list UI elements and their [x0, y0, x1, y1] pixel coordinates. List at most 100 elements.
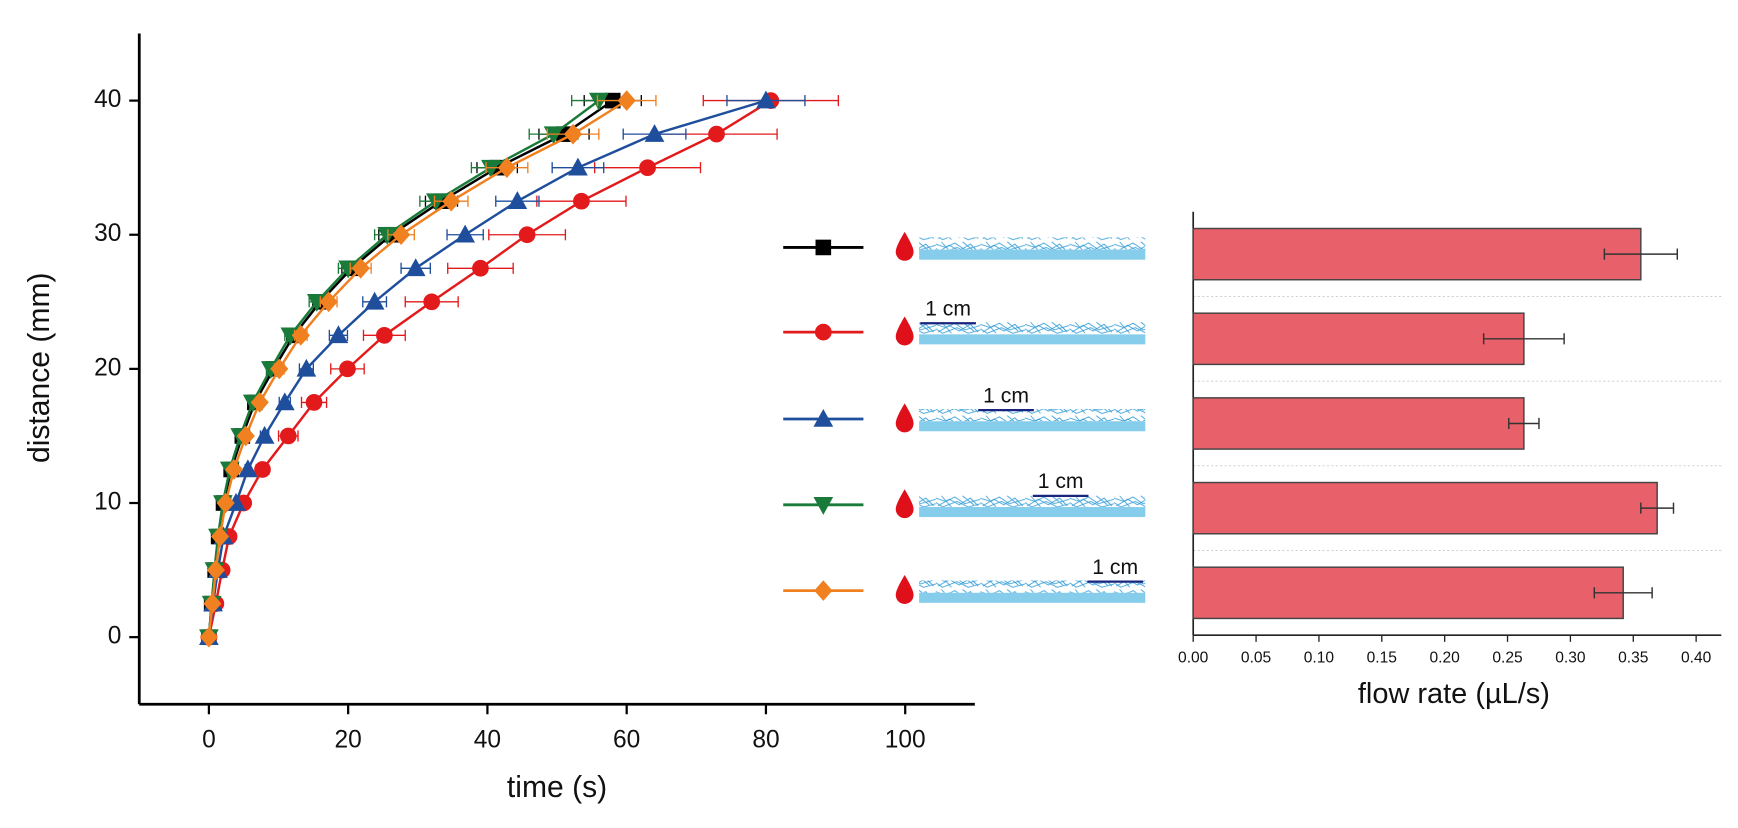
marker: [405, 258, 426, 277]
legend-strip-fiber: [919, 322, 1146, 335]
marker: [364, 291, 385, 310]
x-tick-label: 0.05: [1241, 650, 1272, 667]
x-tick-label: 40: [474, 726, 501, 753]
scale-bar-label: 1 cm: [1092, 556, 1138, 579]
marker: [203, 593, 222, 614]
marker: [270, 358, 289, 380]
legend-strip-base: [919, 421, 1146, 432]
error-bar: [1640, 502, 1675, 514]
marker: [756, 90, 776, 109]
error-bar: [1603, 248, 1679, 260]
scale-bar-label: 1 cm: [983, 384, 1029, 407]
x-tick-label: 0.00: [1178, 650, 1209, 667]
marker: [328, 325, 349, 344]
marker: [426, 193, 446, 212]
marker: [644, 124, 665, 142]
x-tick-label: 0.20: [1430, 650, 1461, 667]
legend-strip-base: [919, 334, 1146, 345]
legend-strip-fiber: [919, 408, 1146, 422]
legend-strip-fiber: [919, 237, 1146, 250]
marker: [543, 126, 564, 145]
y-axis-label: distance (mm): [23, 272, 56, 463]
x-tick-label: 0: [202, 726, 216, 753]
marker: [236, 425, 255, 447]
marker: [305, 394, 323, 411]
marker: [216, 492, 235, 514]
legend-drop: [895, 574, 914, 604]
marker: [351, 257, 370, 279]
y-tick-label: 0: [108, 623, 122, 650]
marker: [472, 259, 489, 277]
error-bar: [1593, 587, 1653, 599]
y-tick-label: 40: [94, 86, 121, 113]
marker: [250, 392, 269, 413]
marker: [206, 559, 225, 581]
legend-strip-fiber: [919, 494, 1146, 508]
error-bar: [1482, 333, 1565, 345]
legend-drop: [895, 316, 914, 346]
marker: [254, 461, 271, 478]
bar: [1192, 481, 1658, 535]
legend-strip-fiber: [919, 580, 1146, 593]
marker: [279, 427, 297, 445]
legend-strip-base: [919, 592, 1146, 603]
marker: [497, 157, 517, 178]
x-axis-label: time (s): [507, 771, 607, 804]
marker: [639, 159, 656, 177]
x-tick-label: 0.25: [1492, 650, 1523, 667]
x-tick-label: 20: [335, 726, 362, 753]
marker: [210, 526, 230, 547]
marker: [814, 323, 832, 341]
scale-bar-label: 1 cm: [925, 297, 971, 320]
marker: [617, 90, 636, 111]
scale-bar-label: 1 cm: [1038, 470, 1084, 493]
bar: [1192, 312, 1525, 366]
marker: [238, 459, 258, 478]
series-line: [207, 99, 772, 638]
series-line: [207, 99, 767, 638]
x-tick-label: 0.10: [1304, 650, 1335, 667]
legend-strip-base: [919, 249, 1146, 260]
x-tick-label: 100: [885, 726, 926, 753]
marker: [507, 191, 528, 210]
marker: [573, 192, 590, 210]
marker: [815, 239, 832, 256]
marker: [814, 580, 833, 601]
marker: [377, 226, 398, 245]
x-tick-label: 0.35: [1618, 650, 1649, 667]
marker: [339, 360, 356, 378]
marker: [455, 224, 475, 243]
legend-strip-base: [919, 507, 1146, 518]
x-tick-label: 0.40: [1681, 650, 1712, 667]
marker: [199, 626, 218, 648]
bar: [1192, 566, 1624, 620]
marker: [442, 190, 461, 212]
legend-drop: [895, 403, 914, 433]
x-tick-label: 0.15: [1367, 650, 1398, 667]
marker: [224, 459, 244, 480]
y-tick-label: 30: [94, 220, 121, 247]
x-tick-label: 0.30: [1555, 650, 1586, 667]
marker: [296, 358, 317, 377]
x-axis-label: flow rate (µL/s): [1358, 678, 1550, 710]
marker: [813, 408, 834, 427]
x-tick-label: 80: [752, 726, 779, 753]
legend-drop: [895, 489, 914, 519]
marker: [423, 293, 441, 311]
marker: [319, 291, 338, 313]
x-tick-label: 60: [613, 726, 640, 753]
marker: [391, 224, 411, 246]
marker: [518, 226, 536, 244]
marker: [274, 392, 295, 411]
marker: [563, 123, 583, 145]
marker: [376, 326, 393, 344]
error-bar: [1508, 417, 1540, 430]
marker: [291, 325, 310, 346]
y-tick-label: 10: [94, 488, 121, 515]
bar: [1192, 397, 1525, 450]
marker: [254, 425, 275, 444]
marker: [568, 157, 588, 176]
marker: [813, 497, 834, 515]
